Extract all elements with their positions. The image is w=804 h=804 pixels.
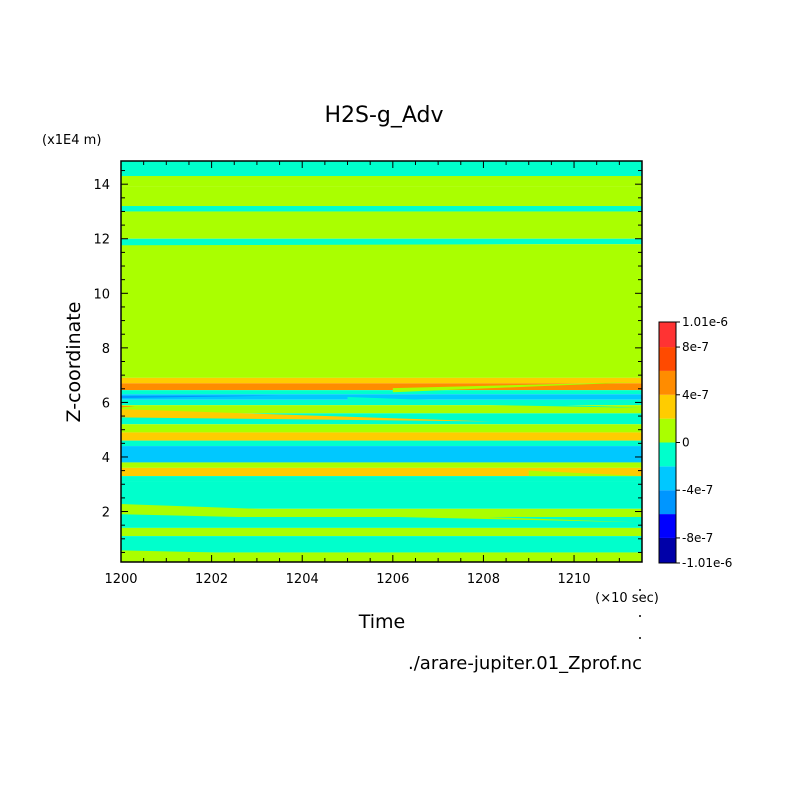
- colorbar-swatch: [659, 537, 676, 563]
- colorbar-swatch: [659, 322, 676, 348]
- contour-feature: [121, 395, 280, 399]
- x-axis: 1200 1202 1204 1206 1208 1210: [104, 161, 643, 587]
- contour-band: [121, 161, 642, 177]
- colorbar-swatch: [659, 514, 676, 538]
- contour-band: [121, 244, 642, 378]
- contour-band: [121, 476, 642, 482]
- marker-dot: [639, 637, 641, 639]
- plot-area: [121, 161, 642, 562]
- y-tick-label: 2: [102, 506, 110, 521]
- contour-feature: [121, 550, 642, 562]
- colorbar-label: 8e-7: [682, 340, 709, 354]
- contour-feature: [121, 243, 543, 246]
- marker-dots: [639, 589, 641, 639]
- colorbar-label: 1.01e-6: [682, 315, 728, 329]
- contour-band: [121, 424, 642, 433]
- x-tick-label: 1202: [195, 572, 228, 587]
- y-tick-label: 10: [93, 287, 110, 302]
- y-tick-label: 12: [93, 233, 110, 248]
- y-axis-label: Z-coordinate: [63, 302, 85, 423]
- y-axis-units: (x1E4 m): [42, 133, 101, 148]
- contour-feature: [528, 470, 642, 477]
- x-tick-label: 1206: [376, 572, 409, 587]
- contour-feature: [121, 405, 135, 408]
- colorbar-label: -1.01e-6: [682, 556, 732, 570]
- y-tick-label: 6: [102, 396, 110, 411]
- contour-feature: [121, 409, 493, 422]
- contour-band: [121, 390, 642, 395]
- contour-band: [121, 446, 642, 463]
- contour-band: [121, 440, 642, 447]
- contour-band: [121, 206, 642, 212]
- colorbar-label: 0: [682, 436, 690, 450]
- x-tick-label: 1204: [286, 572, 319, 587]
- contour-band: [121, 462, 642, 468]
- contour-band: [121, 377, 642, 384]
- x-axis-label: Time: [358, 611, 406, 633]
- chart-title: H2S-g_Adv: [324, 103, 443, 128]
- colorbar-swatch: [659, 466, 676, 491]
- contour-band: [121, 238, 642, 245]
- colorbar: 1.01e-6 8e-7 4e-7 0 -4e-7 -8e-7 -1.01e-6: [658, 315, 732, 570]
- contour-feature: [121, 484, 642, 504]
- colorbar-label: -8e-7: [682, 531, 713, 545]
- colorbar-swatch: [659, 347, 676, 371]
- contour-band: [121, 527, 642, 537]
- contour-feature: [347, 396, 642, 408]
- colorbar-swatch: [659, 418, 676, 443]
- colorbar-swatch: [659, 490, 676, 515]
- contour-feature: [121, 514, 642, 527]
- contour-band: [121, 467, 642, 477]
- colorbar-label: 4e-7: [682, 388, 709, 402]
- x-axis-units: (×10 sec): [595, 591, 659, 606]
- y-tick-label: 14: [93, 178, 110, 193]
- contour-band: [121, 508, 642, 517]
- y-tick-label: 4: [102, 451, 110, 466]
- x-tick-label: 1200: [104, 572, 137, 587]
- colorbar-swatch: [659, 370, 676, 395]
- contour-band: [121, 211, 642, 239]
- source-filename: ./arare-jupiter.01_Zprof.nc: [408, 653, 642, 674]
- marker-dot: [639, 589, 641, 591]
- y-axis: 2 4 6 8 10 12 14: [93, 170, 642, 553]
- marker-dot: [639, 615, 641, 617]
- colorbar-swatch: [659, 442, 676, 467]
- contour-band: [121, 186, 642, 207]
- colorbar-label: -4e-7: [682, 483, 713, 497]
- colorbar-swatch: [659, 394, 676, 419]
- x-tick-label: 1208: [467, 572, 500, 587]
- contour-feature: [121, 504, 642, 523]
- contour-band: [121, 176, 642, 187]
- contour-band: [121, 432, 642, 441]
- contour-feature: [392, 381, 642, 393]
- contour-band: [121, 405, 642, 414]
- x-tick-label: 1210: [557, 572, 590, 587]
- contour-band: [121, 536, 642, 553]
- contour-band: [121, 383, 642, 391]
- y-tick-label: 8: [102, 342, 110, 357]
- contour-band: [121, 394, 642, 400]
